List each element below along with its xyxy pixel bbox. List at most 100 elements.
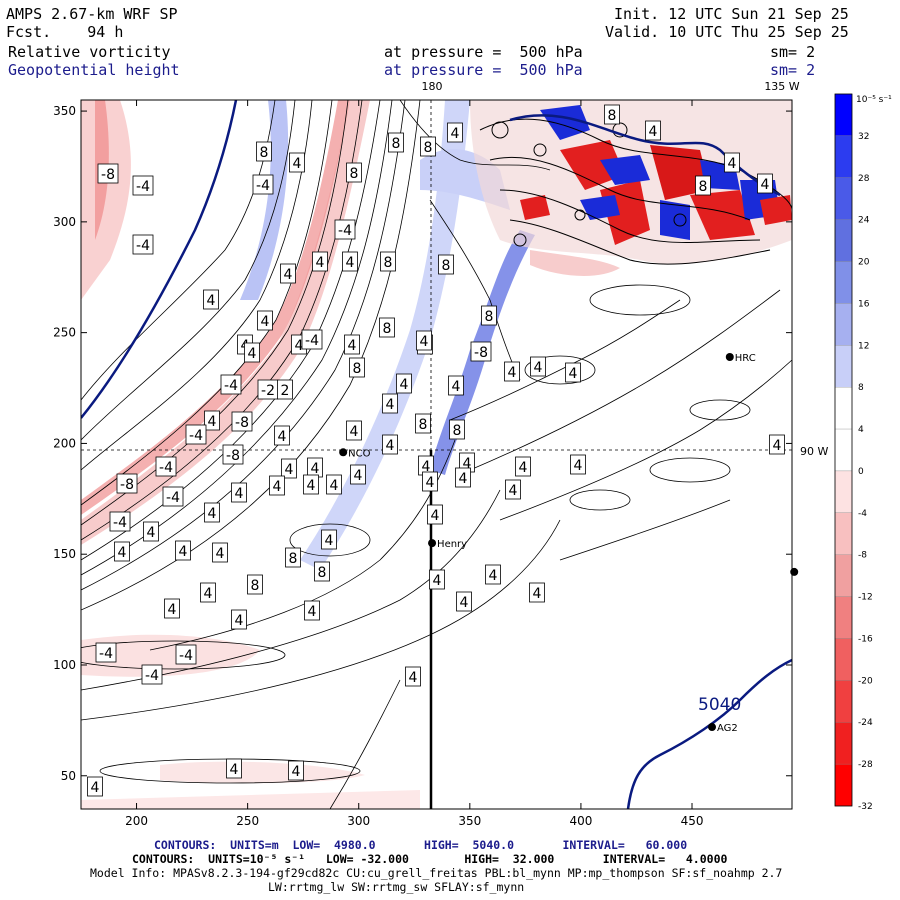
svg-text:4: 4 [307,478,316,494]
station-marker: AG2 [708,723,738,734]
contour-label: 4 [143,521,159,542]
contour-label: 4 [757,173,773,194]
contour-label: 8 [247,574,263,595]
contour-label: -2 [257,379,279,400]
contour-label: 4 [429,569,445,590]
svg-text:4: 4 [400,377,409,393]
model-info-2: LW:rrtmg_lw SW:rrtmg_sw SFLAY:sf_mynn [268,880,525,894]
y-axis-labels: 50 100 150 200 250 300 350 [53,104,76,783]
contour-label: 4 [416,330,432,351]
model-title: AMPS 2.67-km WRF SP [6,5,178,23]
y-tick-label: 250 [53,326,76,340]
contour-label: 8 [314,561,330,582]
contour-label: 4 [504,361,520,382]
contour-label: 8 [285,547,301,568]
contour-label: 8 [256,141,272,162]
contour-label: -4 [220,374,242,395]
svg-text:8: 8 [419,417,428,433]
colorbar-tick-label: 20 [858,258,870,268]
colorbar-swatch [834,722,853,765]
svg-text:4: 4 [452,379,461,395]
colorbar-swatch [834,261,853,304]
colorbar-swatch [834,638,853,681]
svg-text:8: 8 [453,423,462,439]
valid-time: Valid. 10 UTC Thu 25 Sep 25 [605,23,849,41]
station-marker: Henry [428,539,467,550]
contour-label: 4 [447,122,463,143]
svg-text:8: 8 [384,255,393,271]
contour-label: 4 [769,434,785,455]
contour-label: 8 [604,104,620,125]
colorbar-swatch [834,470,853,513]
svg-text:8: 8 [350,166,359,182]
contour-label: 4 [288,760,304,781]
contour-label: 8 [438,254,454,275]
contour-label: 4 [344,334,360,355]
svg-text:4: 4 [235,613,244,629]
colorbar-unit: 10⁻⁵ s⁻¹ [856,95,892,105]
colorbar-swatch [834,680,853,723]
contour-label: 4 [529,582,545,603]
y-tick-label: 350 [53,104,76,118]
height-contours [81,100,792,809]
svg-text:4: 4 [168,602,177,618]
contour-label: 4 [257,310,273,331]
contour-label: 8 [388,132,404,153]
contour-label: 4 [530,356,546,377]
colorbar-swatch [834,219,853,262]
svg-text:4: 4 [509,483,518,499]
colorbar-tick-label: 28 [858,174,870,184]
svg-text:-8: -8 [226,448,240,464]
contour-label: -4 [132,234,154,255]
pressure-level-2: at pressure = 500 hPa [384,61,583,79]
station-marker [790,567,799,576]
x-tick-label: 300 [347,814,370,828]
colorbar-swatch [834,596,853,639]
contour-label: 4 [212,542,228,563]
svg-text:4: 4 [386,438,395,454]
svg-text:8: 8 [485,309,494,325]
contour-label: 4 [269,475,285,496]
svg-text:4: 4 [316,255,325,271]
smoothing-2: sm= 2 [770,61,816,79]
y-tick-label: 100 [53,658,76,672]
svg-text:-4: -4 [305,333,319,349]
svg-text:4: 4 [230,762,239,778]
contour-label: 4 [312,251,328,272]
svg-text:8: 8 [353,361,362,377]
contour-label: -4 [185,424,207,445]
station-label: HRC [735,353,756,364]
contour-label: 4 [396,373,412,394]
height-contour-info: CONTOURS: UNITS=m LOW= 4980.0 HIGH= 5040… [154,838,688,852]
contour-label: -8 [470,341,492,362]
svg-text:2: 2 [281,383,290,399]
svg-text:4: 4 [409,670,418,686]
svg-text:4: 4 [422,459,431,475]
colorbar-tick-label: -28 [858,760,873,770]
contour-label: 4 [231,482,247,503]
svg-text:-4: -4 [113,515,127,531]
svg-text:4: 4 [489,568,498,584]
colorbar-tick-label: 4 [858,425,864,435]
svg-text:8: 8 [251,578,260,594]
lon-90w-label: 90 W [800,445,828,458]
contour-label: -4 [301,329,323,350]
contour-label: -4 [141,664,163,685]
svg-text:4: 4 [460,595,469,611]
svg-text:-4: -4 [338,223,352,239]
contour-label: 4 [281,458,297,479]
contour-label: 4 [204,502,220,523]
svg-text:4: 4 [533,586,542,602]
colorbar-tick-label: 12 [858,341,869,351]
contour-label: 4 [422,471,438,492]
contour-label: -4 [252,174,274,195]
contour-label: 8 [695,175,711,196]
contour-label: 4 [304,600,320,621]
svg-text:4: 4 [207,293,216,309]
svg-text:4: 4 [649,124,658,140]
colorbar-swatch [834,428,853,472]
contour-label: 4 [87,776,103,797]
vorticity-contour-info: CONTOURS: UNITS=10⁻⁵ s⁻¹ LOW= -32.000 HI… [132,852,728,866]
contour-label: 8 [379,317,395,338]
